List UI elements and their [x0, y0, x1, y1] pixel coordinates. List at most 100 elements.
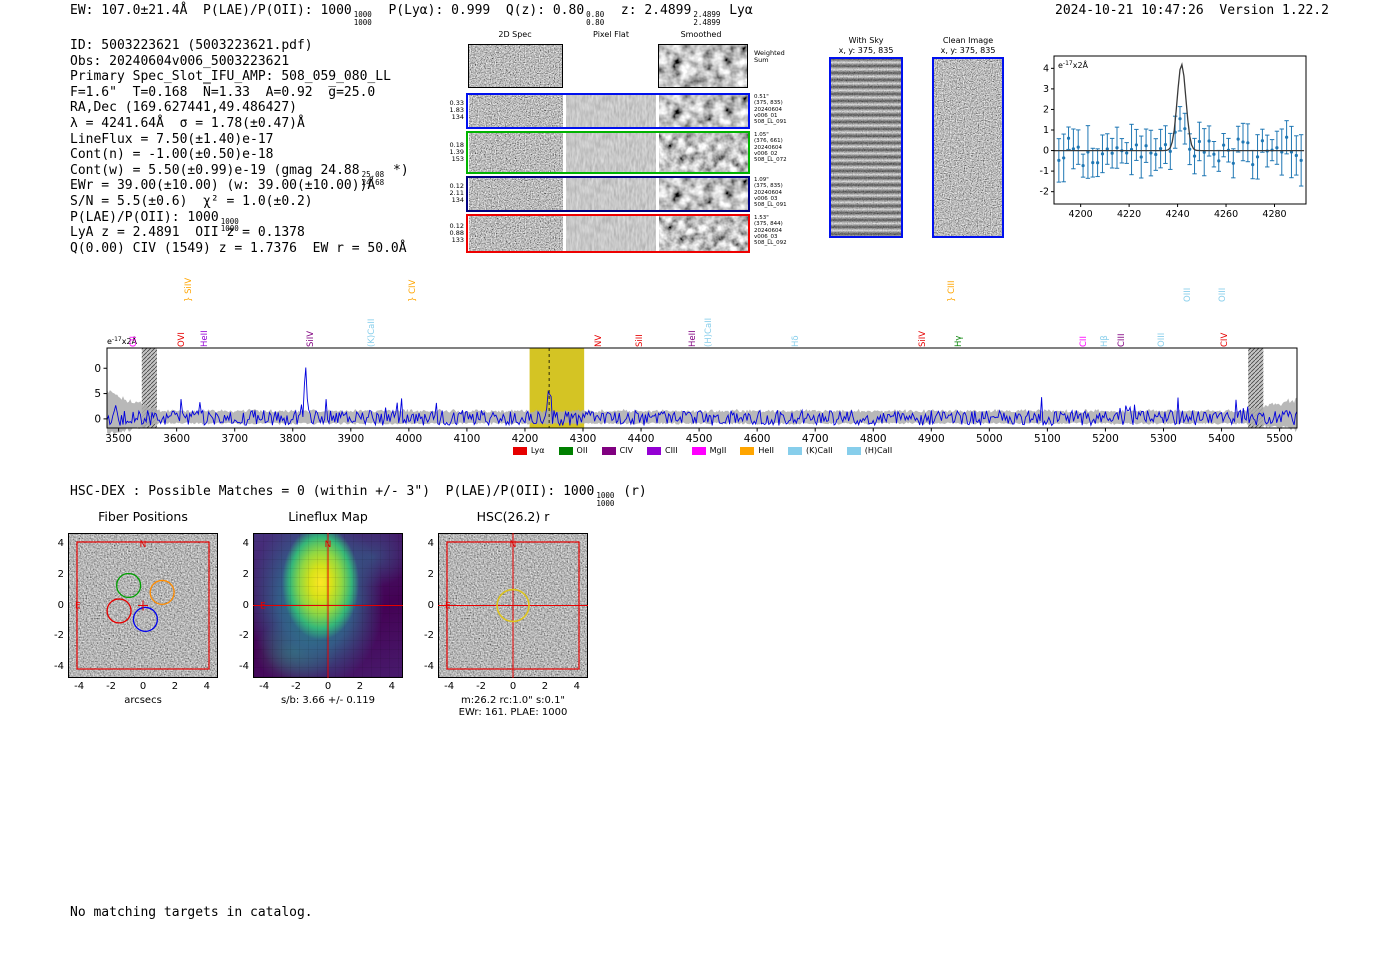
- data-point: [1149, 151, 1153, 155]
- x-tick-label: 4900: [918, 433, 945, 445]
- data-point: [1062, 156, 1066, 160]
- text-run: HSC-DEX : Possible Matches = 0 (within +…: [70, 484, 595, 499]
- data-point: [1159, 146, 1163, 151]
- data-point: [1134, 143, 1138, 147]
- zoom-plot-svg: 4200 4220 4240 4260 4280 -2 -1 0 1 2 3 4 e-17x2Å: [1040, 55, 1307, 220]
- data-point: [1280, 150, 1284, 154]
- noise-texture: [566, 133, 656, 172]
- emission-line-label: OIII: [1217, 287, 1228, 302]
- x-tick-label: 2: [541, 681, 549, 692]
- x-tick-label: 4280: [1262, 209, 1286, 220]
- spec2d-image: [468, 44, 563, 88]
- cutout-row-border: [466, 176, 750, 212]
- legend-swatch: [646, 446, 661, 455]
- pixel-flat-image: [566, 133, 656, 172]
- with-sky-panel: With Sky x, y: 375, 835: [828, 36, 904, 246]
- info-line: S/N = 5.5(±0.6) χ² = 1.0(±0.2): [70, 194, 409, 210]
- stat-line: 0.88: [449, 228, 464, 237]
- annotation-line: v006_03: [754, 233, 778, 240]
- x-tick-label: 2: [171, 681, 179, 692]
- x-tick-label: 5500: [1266, 433, 1293, 445]
- clean-image: [932, 57, 1004, 238]
- legend-label: (K)CaII: [806, 446, 833, 455]
- legend-swatch: [846, 446, 861, 455]
- data-point: [1231, 161, 1235, 165]
- smoothed-image: [659, 216, 748, 251]
- noise-texture: [659, 178, 748, 210]
- x-tick-label: 5000: [976, 433, 1003, 445]
- hsc-panel: HSC(26.2) r N E -4 -4 -2 -2 0 0 2 2 4 4 m:26.2 rc:1.0…: [408, 508, 623, 728]
- fiber-panel: Fiber Positions N E -4 -4 -2 -2 0 0 2 2 4 4 arcsecs: [38, 508, 253, 728]
- data-point: [1105, 147, 1109, 151]
- axis-box: [106, 347, 1298, 429]
- smoothed-image: [659, 95, 748, 127]
- data-point: [1178, 117, 1182, 121]
- panel-xlabel: arcsecs: [124, 695, 162, 706]
- y-tick-label: -2: [239, 630, 249, 642]
- x-tick-label: 4400: [628, 433, 655, 445]
- with-sky-title: With Sky: [848, 36, 884, 45]
- data-point: [1125, 151, 1129, 155]
- flux-units-annotation: e-17x2Å: [107, 336, 138, 346]
- annotation-line: v006_01: [754, 112, 778, 119]
- legend-label: HeII: [758, 446, 775, 455]
- line-fit-zoom-plot: 4200 4220 4240 4260 4280 -2 -1 0 1 2 3 4 e-17x2Å: [1020, 46, 1330, 236]
- emission-line-label: } SiIV: [183, 277, 194, 302]
- legend-item: CIV: [601, 446, 633, 456]
- cutout-row-border: [466, 93, 750, 129]
- noise-texture: [566, 216, 656, 251]
- x-tick-label: -4: [259, 681, 270, 692]
- noise-texture: [469, 178, 563, 210]
- data-point: [1207, 139, 1211, 143]
- legend-swatch: [558, 446, 573, 455]
- y-tick-label: 2.5: [95, 388, 101, 400]
- pixel-flat-image: [566, 178, 656, 210]
- lineflux-panel: Lineflux Map N E -4 -4 -2 -2 0 0 2 2 4 4 s/b: 3.66 +/…: [223, 508, 438, 728]
- text-run: Q(0.00) CIV (1549) z = 1.7376 EW r = 50.…: [70, 240, 407, 256]
- aperture-circle: [496, 588, 530, 623]
- info-line: P(LAE)/P(OII): 1000 1000 1000: [70, 210, 409, 233]
- text-run: (r): [615, 484, 647, 499]
- data-point: [1299, 158, 1303, 162]
- x-tick-label: 4240: [1165, 209, 1189, 220]
- legend-swatch: [512, 446, 527, 455]
- panel-title: HSC(26.2) r: [476, 509, 550, 524]
- data-point: [1115, 146, 1119, 150]
- y-tick-label: -2: [1040, 187, 1049, 198]
- annotation-line: (375, 835): [754, 100, 783, 107]
- fraction-bottom: 0.80: [586, 17, 605, 27]
- text-run: Lyα: [721, 3, 753, 18]
- info-line: λ = 4241.64Å σ = 1.78(±0.47)Å: [70, 116, 409, 132]
- spec2d-image: [469, 178, 563, 210]
- panel-xlabel: m:26.2 rc:1.0" s:0.1": [460, 695, 566, 706]
- text-run: *): [385, 162, 409, 178]
- text-run: LyA z = 2.4891 OII z = 0.1378: [70, 225, 305, 241]
- text-run: Cont(w) = 5.50(±0.99)e-19 (gmag 24.88: [70, 162, 360, 178]
- stat-line: 134: [451, 196, 464, 204]
- info-line: Q(0.00) CIV (1549) z = 1.7376 EW r = 50.…: [70, 241, 409, 257]
- spacer: [1204, 3, 1220, 18]
- annotation-line: 20240604: [754, 106, 782, 113]
- data-point: [1192, 154, 1197, 158]
- fraction-top: 1000: [353, 10, 372, 19]
- with-sky-image: [829, 57, 903, 238]
- annotation-line: v006_02: [754, 150, 778, 157]
- y-tick-label: 4: [427, 537, 434, 549]
- row-annotation: 1.53" (375, 844) 20240604 v006_03 508_LL_092: [754, 215, 814, 246]
- text-run: P(Lyα): 0.999 Q(z): 0.80: [372, 3, 585, 18]
- row-annotation: 1.09" (375, 835) 20240604 v006_03 508_LL_091: [754, 177, 814, 208]
- row-left-stats: 0.12 2.11 134: [443, 183, 464, 204]
- data-point: [1188, 147, 1192, 151]
- data-point: [1066, 136, 1071, 140]
- legend-swatch: [691, 446, 706, 455]
- data-point: [1091, 161, 1095, 165]
- annotation-line: v006_03: [754, 195, 778, 202]
- stacked-fraction: 25.08 24.68: [362, 170, 385, 187]
- stat-line: 1.83: [449, 106, 464, 114]
- annotation-line: (375, 844): [754, 221, 783, 228]
- column-header: Smoothed: [680, 30, 722, 39]
- data-point: [1251, 162, 1255, 167]
- y-tick-label: 4: [242, 537, 249, 549]
- cutout-row-border: [466, 131, 750, 174]
- noise-texture: [659, 95, 748, 127]
